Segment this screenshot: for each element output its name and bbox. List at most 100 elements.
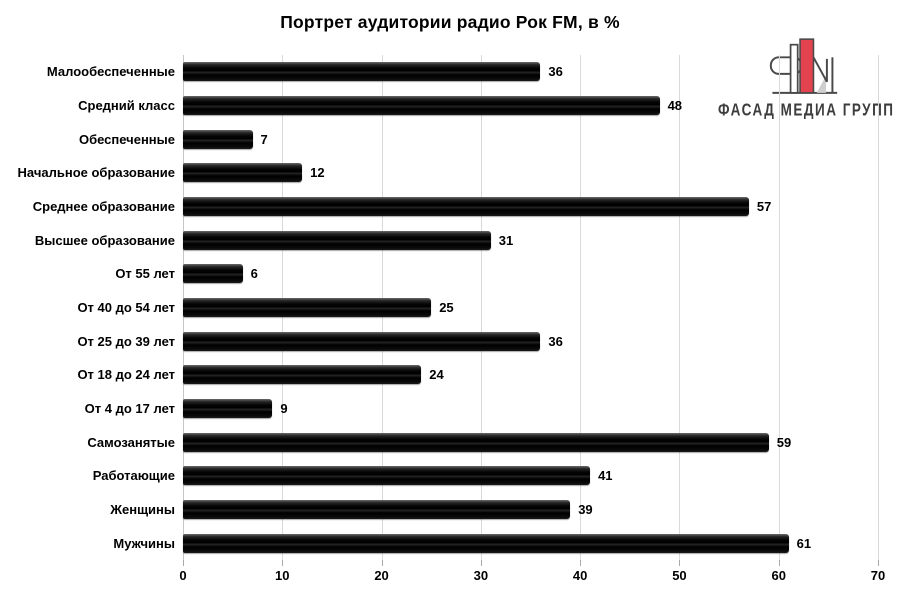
category-label: Среднее образование bbox=[32, 198, 175, 214]
x-axis-label: 60 bbox=[771, 568, 786, 583]
gridline bbox=[679, 55, 681, 560]
bar-row: Мужчины 61 bbox=[0, 526, 900, 560]
bar bbox=[183, 398, 273, 418]
category-label: Обеспеченные bbox=[78, 131, 175, 147]
x-axis: 0 10 20 30 40 50 60 70 bbox=[179, 568, 885, 588]
bar-area: 36 bbox=[183, 324, 878, 358]
category-label: Высшее образование bbox=[34, 232, 175, 248]
bar bbox=[183, 331, 541, 351]
bar-row: Работающие 41 bbox=[0, 459, 900, 493]
category-label: От 40 до 54 лет bbox=[77, 299, 175, 315]
gridline bbox=[480, 55, 482, 560]
value-label: 6 bbox=[250, 266, 258, 282]
bar bbox=[183, 297, 432, 317]
x-axis-label: 10 bbox=[275, 568, 290, 583]
bar bbox=[183, 432, 769, 452]
category-label: Работающие bbox=[92, 468, 175, 484]
value-label: 9 bbox=[280, 400, 288, 416]
company-logo-text: ФАСАД МЕДИА ГРУПП bbox=[718, 100, 895, 120]
bar-area: 41 bbox=[183, 459, 878, 493]
value-label: 24 bbox=[429, 367, 444, 383]
bar-row: Женщины 39 bbox=[0, 493, 900, 527]
bar-row: Высшее образование 31 bbox=[0, 223, 900, 257]
x-axis-label: 50 bbox=[672, 568, 687, 583]
value-label: 7 bbox=[260, 131, 268, 147]
bar bbox=[183, 62, 541, 82]
axis-tick bbox=[580, 560, 582, 566]
bar bbox=[183, 196, 749, 216]
value-label: 41 bbox=[598, 468, 613, 484]
bar-area: 61 bbox=[183, 526, 878, 560]
category-label: Начальное образование bbox=[17, 165, 175, 181]
category-label: От 25 до 39 лет bbox=[77, 333, 175, 349]
bar-area: 39 bbox=[183, 493, 878, 527]
bar bbox=[183, 230, 491, 250]
value-label: 59 bbox=[776, 434, 792, 450]
bar-row: От 40 до 54 лет 25 bbox=[0, 291, 900, 325]
value-label: 12 bbox=[310, 165, 325, 181]
bar-row: Начальное образование 12 bbox=[0, 156, 900, 190]
x-axis-label: 20 bbox=[374, 568, 389, 583]
value-label: 57 bbox=[756, 198, 772, 214]
value-label: 48 bbox=[667, 97, 683, 113]
axis-tick bbox=[282, 560, 284, 566]
bar bbox=[183, 533, 789, 553]
category-label: Малообеспеченные bbox=[46, 64, 175, 80]
value-label: 25 bbox=[439, 299, 454, 315]
value-label: 36 bbox=[548, 64, 563, 80]
axis-ticks bbox=[183, 560, 879, 567]
bar-row: От 55 лет 6 bbox=[0, 257, 900, 291]
x-axis-label: 0 bbox=[179, 568, 187, 583]
axis-tick bbox=[679, 560, 681, 566]
value-label: 36 bbox=[548, 333, 563, 349]
gridline bbox=[878, 55, 879, 560]
x-axis-label: 30 bbox=[473, 568, 489, 583]
fm-monogram-icon bbox=[769, 38, 838, 94]
bar-area: 59 bbox=[183, 425, 878, 459]
bar bbox=[183, 95, 660, 115]
axis-tick bbox=[778, 560, 780, 566]
bar-area: 6 bbox=[183, 257, 878, 291]
category-label: Мужчины bbox=[113, 535, 175, 551]
category-label: Самозанятые bbox=[87, 434, 175, 450]
bar-area: 12 bbox=[183, 156, 878, 190]
bar-chart: Малообеспеченные 36 Средний класс 48 Обе… bbox=[0, 55, 900, 560]
category-label: От 55 лет bbox=[115, 266, 175, 282]
axis-tick bbox=[480, 560, 482, 566]
x-axis-label: 40 bbox=[572, 568, 588, 583]
bar-row: От 4 до 17 лет 9 bbox=[0, 392, 900, 426]
bar-area: 9 bbox=[183, 392, 878, 426]
company-logo: ФАСАД МЕДИА ГРУПП bbox=[718, 36, 893, 120]
axis-tick bbox=[878, 560, 879, 566]
bar bbox=[183, 264, 243, 284]
bar bbox=[183, 499, 571, 519]
value-label: 39 bbox=[578, 501, 593, 517]
bar-area: 36 bbox=[183, 55, 878, 89]
axis-tick bbox=[381, 560, 383, 566]
bar-row: От 18 до 24 лет 24 bbox=[0, 358, 900, 392]
axis-tick bbox=[183, 560, 184, 566]
category-label: От 18 до 24 лет bbox=[77, 367, 175, 383]
value-label: 31 bbox=[498, 232, 514, 248]
bar bbox=[183, 466, 591, 486]
bar-row: От 25 до 39 лет 36 bbox=[0, 324, 900, 358]
bar-row: Обеспеченные 7 bbox=[0, 122, 900, 156]
bar-row: Среднее образование 57 bbox=[0, 190, 900, 224]
bar-area: 57 bbox=[183, 190, 878, 224]
bar-area: 25 bbox=[183, 291, 878, 325]
x-axis-label: 70 bbox=[870, 568, 886, 583]
bar-row: Малообеспеченные 36 bbox=[0, 55, 900, 89]
bar-row: Самозанятые 59 bbox=[0, 425, 900, 459]
category-label: Женщины bbox=[110, 501, 175, 517]
chart-title: Портрет аудитории радио Рок FM, в % bbox=[280, 12, 620, 32]
bar bbox=[183, 365, 422, 385]
bar bbox=[183, 129, 253, 149]
bar bbox=[183, 163, 303, 183]
category-label: От 4 до 17 лет bbox=[84, 400, 175, 416]
category-label: Средний класс bbox=[78, 97, 175, 113]
bar-row: Средний класс 48 bbox=[0, 89, 900, 123]
value-label: 61 bbox=[796, 535, 812, 551]
bar-area: 7 bbox=[183, 122, 878, 156]
gridline bbox=[580, 55, 582, 560]
